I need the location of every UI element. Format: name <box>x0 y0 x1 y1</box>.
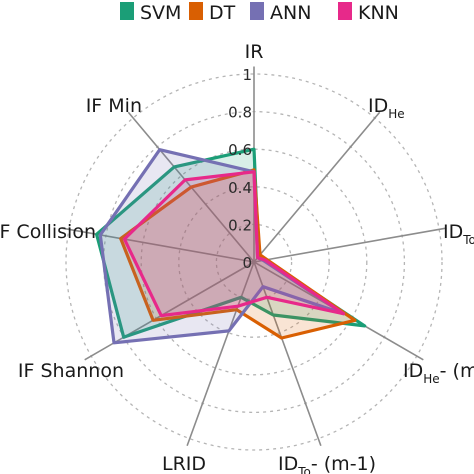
series-knn-polygon <box>122 170 346 318</box>
legend: SVM DT ANN KNN <box>120 2 399 24</box>
legend-swatch <box>338 2 352 20</box>
tick-label-2: 0.4 <box>228 179 252 197</box>
tick-label-1: 0.2 <box>228 216 252 234</box>
legend-swatch <box>189 2 203 20</box>
axis-label-3: IDHe- (m-1 <box>403 360 474 386</box>
axis-label-base: ID <box>278 453 298 474</box>
axis-label-0: IR <box>245 41 264 63</box>
axis-label-base: IR <box>245 41 264 63</box>
axis-label-base: IF Min <box>86 95 142 117</box>
spoke-7 <box>61 227 255 263</box>
grid-ring-5 <box>65 73 443 451</box>
tick-label-5: 1 <box>242 66 252 84</box>
axis-label-base: LRID <box>162 453 206 474</box>
legend-label: DT <box>209 2 236 24</box>
axis-label-base: ID <box>443 221 463 243</box>
spoke-4 <box>253 261 322 447</box>
spoke-5 <box>186 261 255 447</box>
axis-label-1: IDHe <box>368 95 405 121</box>
series-polygons <box>94 147 367 345</box>
tick-label-3: 0.6 <box>228 141 252 159</box>
spoke-2 <box>253 227 447 263</box>
axis-label-7: F Collision <box>0 221 96 243</box>
axis-label-subscript: He <box>423 372 439 386</box>
axis-label-base: ID <box>403 360 423 382</box>
axis-label-6: IF Shannon <box>18 360 124 382</box>
axis-label-suffix: - (m-1) <box>311 453 376 474</box>
grid-ring-2 <box>178 186 330 338</box>
axis-label-base: ID <box>368 95 388 117</box>
legend-entry-dt: DT <box>189 2 236 24</box>
axis-spokes <box>61 66 447 447</box>
axis-label-8: IF Min <box>86 95 142 117</box>
axis-label-suffix: - (m-1 <box>440 360 474 382</box>
axis-label-4: IDTo- (m-1) <box>278 453 376 474</box>
legend-entry-ann: ANN <box>250 2 311 24</box>
legend-label: KNN <box>358 2 399 24</box>
legend-entry-svm: SVM <box>120 2 181 24</box>
legend-label: SVM <box>140 2 181 24</box>
tick-label-4: 0.8 <box>228 104 252 122</box>
series-dt-polygon <box>119 168 357 340</box>
axis-label-subscript: To <box>297 465 311 474</box>
spoke-1 <box>253 111 381 263</box>
radial-tick-labels: 0 0.2 0.4 0.6 0.8 1 <box>228 66 252 272</box>
tick-label-0: 0 <box>242 254 252 272</box>
axis-label-subscript: He <box>388 107 404 121</box>
grid-ring-3 <box>140 148 368 376</box>
legend-swatch <box>120 2 134 20</box>
legend-label: ANN <box>270 2 311 24</box>
axis-label-2: IDTo <box>443 221 474 247</box>
legend-swatch <box>250 2 264 20</box>
axis-label-base: F Collision <box>0 221 96 243</box>
axis-label-subscript: To <box>462 233 474 247</box>
axis-label-base: IF Shannon <box>18 360 124 382</box>
axis-label-5: LRID <box>162 453 206 474</box>
legend-entry-knn: KNN <box>338 2 399 24</box>
